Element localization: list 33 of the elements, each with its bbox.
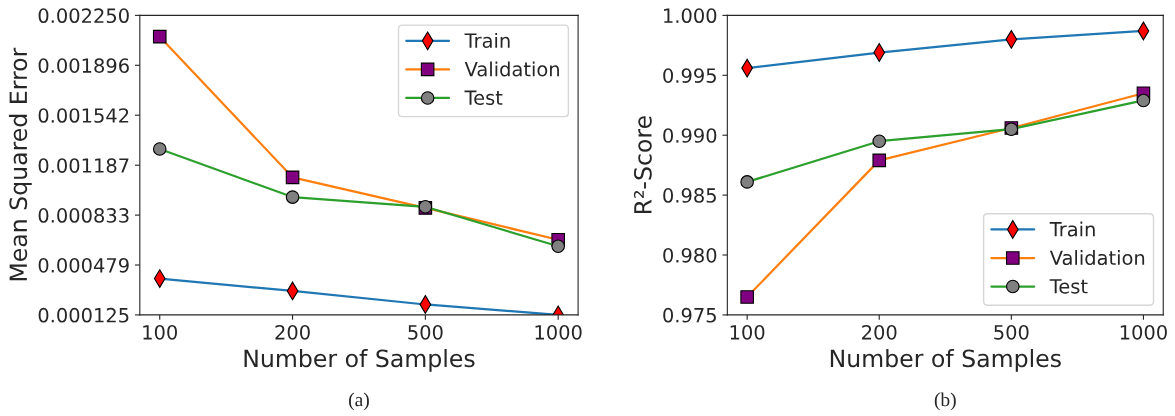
y-tick-label: 0.980	[663, 247, 717, 263]
legend-label: Train	[464, 32, 510, 48]
legend-label: Train	[1049, 221, 1095, 237]
legend-label: Validation	[1049, 250, 1145, 266]
y-tick-label: 1.000	[664, 8, 717, 24]
text: (a)	[349, 392, 369, 411]
legend-label: Test	[1049, 279, 1088, 294]
legend-label: Test	[464, 90, 503, 106]
y-tick-label: 0.000833	[38, 208, 129, 223]
x-tick-label: 1000	[1120, 324, 1167, 340]
y-tick-label: 0.001542	[38, 108, 129, 123]
x-tick-label: 500	[994, 324, 1029, 340]
y-tick-label: 0.995	[663, 68, 716, 83]
x-axis-title: Number of Samples	[830, 349, 1061, 372]
legend-label: Validation	[464, 61, 559, 77]
y-tick-label: 0.000479	[38, 257, 129, 273]
text: (b)	[934, 392, 956, 411]
x-tick-label: 500	[408, 324, 443, 340]
x-axis-title: Number of Samples	[244, 349, 475, 372]
y-tick-label: 0.975	[663, 307, 716, 323]
x-tick-label: 100	[730, 324, 765, 340]
y-axis-title: Mean Squared Error	[8, 47, 32, 281]
x-tick-label: 1000	[535, 324, 582, 340]
y-tick-label: 0.001187	[38, 158, 129, 173]
x-tick-label: 200	[275, 324, 310, 340]
y-tick-label: 0.000125	[38, 307, 129, 323]
y-tick-label: 0.001896	[38, 58, 129, 73]
x-tick-label: 100	[143, 324, 178, 340]
y-tick-label: 0.002250	[38, 8, 129, 24]
y-axis-title: R²-Score	[633, 116, 652, 214]
y-tick-label: 0.985	[663, 188, 716, 203]
x-tick-label: 200	[862, 324, 897, 340]
y-tick-label: 0.990	[663, 128, 717, 143]
